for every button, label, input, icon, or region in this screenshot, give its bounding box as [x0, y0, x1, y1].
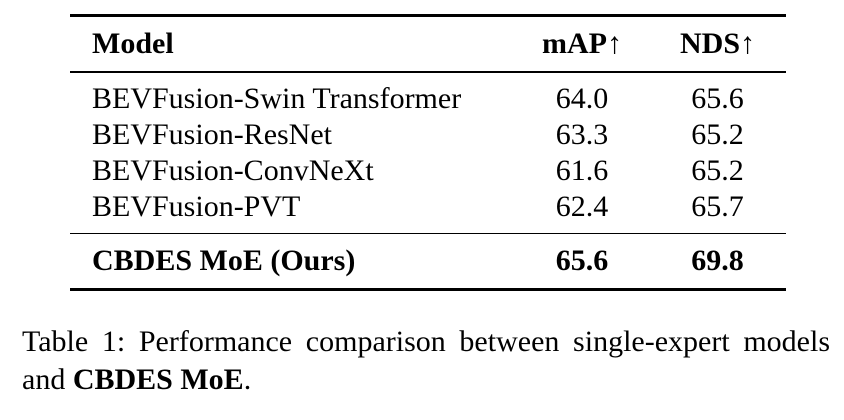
cell-nds: 65.6: [691, 81, 744, 115]
cell-best-nds: 69.8: [691, 244, 744, 277]
table-row: BEVFusion-ConvNeXt 61.6 65.2: [70, 153, 786, 189]
cell-map: 61.6: [555, 153, 609, 187]
cell-model: BEVFusion-ConvNeXt: [92, 153, 374, 187]
table-row: BEVFusion-Swin Transformer 64.0 65.6: [70, 81, 786, 117]
table-mid-rule: [70, 232, 786, 234]
table-best-row: CBDES MoE (Ours) 65.6 69.8: [70, 234, 786, 288]
cell-model: BEVFusion-PVT: [92, 189, 301, 223]
cell-map: 62.4: [555, 189, 609, 223]
table-body: BEVFusion-Swin Transformer 64.0 65.6 BEV…: [70, 73, 786, 233]
table-row: BEVFusion-PVT 62.4 65.7: [70, 189, 786, 225]
cell-nds: 65.2: [691, 153, 744, 187]
cell-model: BEVFusion-Swin Transformer: [92, 81, 462, 115]
results-table: Model mAP↑ NDS↑ BEVFusion-Swin Transform…: [70, 14, 786, 291]
cell-best-model: CBDES MoE (Ours): [92, 244, 356, 277]
table-caption: Table 1: Performance comparison between …: [22, 323, 830, 399]
caption-text: Table 1: Performance comparison between …: [22, 325, 830, 396]
cell-nds: 65.7: [691, 189, 744, 223]
cell-map: 63.3: [555, 117, 609, 151]
caption-bold-text: CBDES MoE: [72, 363, 244, 396]
table-bottom-rule: [70, 288, 786, 291]
cell-nds: 65.2: [691, 117, 744, 151]
header-map: mAP↑: [542, 27, 622, 60]
table-row: BEVFusion-ResNet 63.3 65.2: [70, 117, 786, 153]
cell-best-map: 65.6: [555, 244, 609, 277]
header-model: Model: [92, 27, 174, 60]
cell-map: 64.0: [555, 81, 609, 115]
caption-end: .: [243, 363, 252, 396]
header-nds: NDS↑: [679, 27, 755, 60]
table-top-rule: [70, 14, 786, 17]
cell-model: BEVFusion-ResNet: [92, 117, 332, 151]
table-header-rule: [70, 71, 786, 73]
table-header-row: Model mAP↑ NDS↑: [70, 17, 786, 71]
